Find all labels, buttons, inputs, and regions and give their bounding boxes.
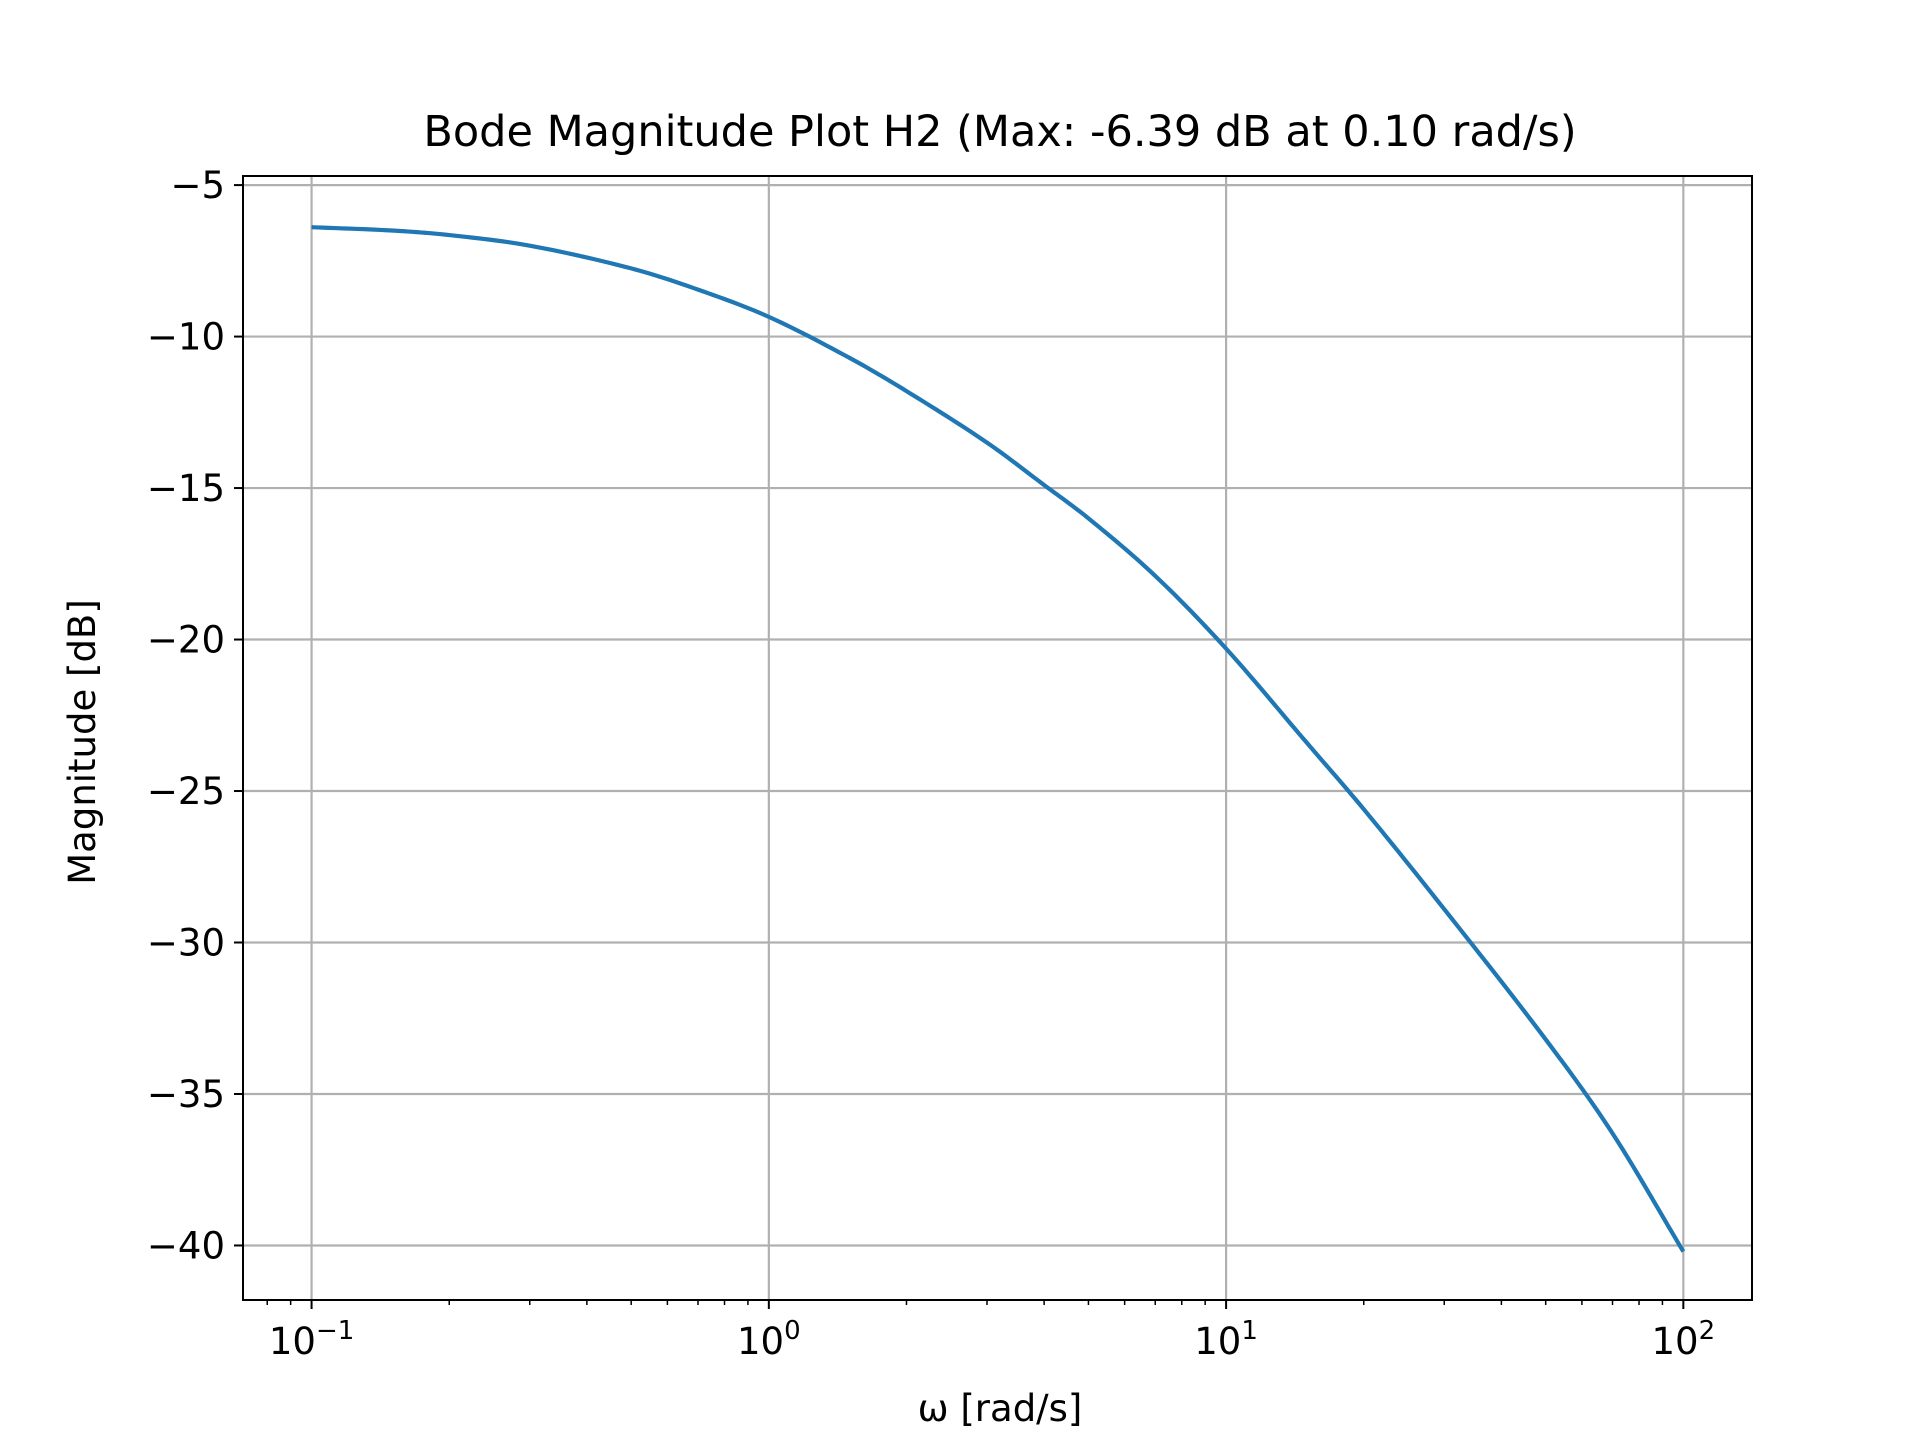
plot-frame	[242, 175, 1753, 1301]
x-tick-label: 100	[737, 1316, 801, 1363]
chart-title: Bode Magnitude Plot H2 (Max: -6.39 dB at…	[423, 107, 1576, 157]
minor-ticks	[266, 1300, 1664, 1305]
x-tick-label: 102	[1652, 1316, 1716, 1363]
grid-lines	[243, 176, 1752, 1300]
y-axis-label: Magnitude [dB]	[61, 599, 104, 885]
y-tick-label: −20	[147, 619, 225, 662]
y-tick-label: −15	[147, 467, 225, 510]
tick-labels: −5 −10 −15 −20 −25 −30 −35 −40 10−1 100 101 102	[147, 164, 1715, 1363]
y-tick-label: −5	[170, 164, 225, 207]
series-line	[311, 225, 1686, 1253]
y-tick-label: −30	[147, 922, 225, 965]
x-axis-label: ω [rad/s]	[918, 1387, 1083, 1430]
x-tick-label: 10−1	[269, 1316, 354, 1363]
y-tick-label: −35	[147, 1073, 225, 1116]
y-tick-label: −40	[147, 1224, 225, 1267]
y-tick-label: −10	[147, 316, 225, 359]
x-tick-label: 101	[1194, 1316, 1258, 1363]
series-layer	[311, 225, 1686, 1253]
y-tick-label: −25	[147, 770, 225, 813]
major-ticks	[234, 184, 1685, 1309]
